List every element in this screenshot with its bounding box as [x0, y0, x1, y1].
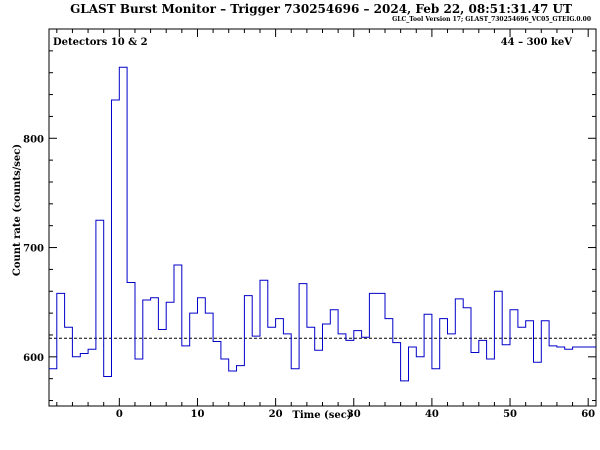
x-tick-label: 60 [581, 409, 595, 420]
x-tick-label: 30 [347, 409, 361, 420]
x-axis-ticks: 0 10 20 30 40 50 60 [56, 29, 595, 420]
x-tick-label: 10 [191, 409, 205, 420]
y-tick-label: 700 [23, 244, 44, 255]
x-axis-label: Time (sec) [292, 410, 351, 421]
energy-range-label: 44 – 300 keV [501, 37, 573, 48]
x-tick-label: 0 [116, 409, 123, 420]
detectors-label: Detectors 10 & 2 [53, 37, 148, 48]
y-axis-ticks: 600 700 800 [23, 50, 596, 402]
x-tick-label: 20 [269, 409, 283, 420]
y-tick-label: 600 [23, 353, 44, 364]
count-rate-series-line [49, 66, 596, 382]
x-tick-label: 50 [503, 409, 517, 420]
chart-title: GLAST Burst Monitor – Trigger 730254696 … [70, 2, 572, 16]
y-tick-label: 800 [23, 134, 44, 145]
x-tick-label: 40 [425, 409, 439, 420]
y-axis-label: Count rate (counts/sec) [12, 144, 23, 276]
software-version: GLC_Tool Version 17; GLAST_730254696_VC0… [392, 16, 591, 23]
